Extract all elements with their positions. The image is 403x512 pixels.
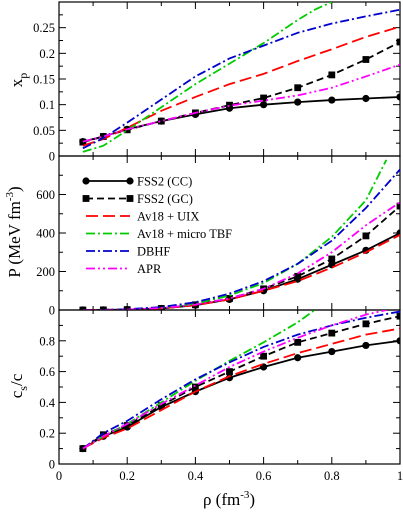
series-line-apr bbox=[82, 310, 387, 450]
y-axis-label-middle: P (MeV fm-3) bbox=[4, 186, 24, 277]
data-point-fss2_cc bbox=[294, 98, 302, 106]
y-tick-label: 0.1 bbox=[39, 98, 55, 112]
data-point-fss2_gc bbox=[396, 202, 400, 210]
series-line-av18_micro bbox=[82, 2, 333, 153]
y-axis-label-top: xp bbox=[7, 73, 30, 88]
data-point-fss2_gc bbox=[99, 133, 107, 140]
data-point-fss2_cc bbox=[362, 341, 370, 350]
legend-marker-fss2_cc bbox=[82, 177, 90, 185]
data-point-fss2_gc bbox=[99, 431, 107, 439]
x-tick-label: 0.8 bbox=[324, 469, 340, 483]
series-line-av18_micro bbox=[82, 310, 316, 450]
data-point-fss2_gc bbox=[123, 422, 131, 429]
data-point-fss2_gc bbox=[260, 94, 267, 102]
y-tick-label: 0.2 bbox=[39, 47, 55, 61]
y-axis-label-bottom: cs/c bbox=[7, 373, 30, 398]
data-point-fss2_gc bbox=[157, 402, 165, 409]
y-tick-label: 0.05 bbox=[33, 124, 55, 138]
data-point-fss2_cc bbox=[328, 347, 336, 356]
legend-label-fss2_cc: FSS2 (CC) bbox=[137, 175, 192, 189]
legend-label-fss2_gc: FSS2 (GC) bbox=[137, 192, 193, 206]
data-point-fss2_gc bbox=[328, 71, 336, 79]
legend-label-av18_uix: Av18 + UIX bbox=[137, 210, 199, 224]
data-point-fss2_gc bbox=[362, 56, 370, 63]
data-point-fss2_gc bbox=[99, 306, 107, 310]
panel-sound-speed: 0 0.2 0.4 0.6 0.8 0 0.2 0.4 0.6 0.8 1 cs/c ρ (fm-3… bbox=[7, 309, 403, 509]
legend-label-dbhf: DBHF bbox=[137, 245, 170, 259]
data-point-fss2_gc bbox=[396, 38, 400, 46]
data-point-fss2_gc bbox=[192, 383, 199, 391]
y-tick-label: 0 bbox=[49, 458, 55, 472]
data-point-fss2_gc bbox=[123, 306, 131, 310]
legend-marker-fss2_gc bbox=[82, 195, 90, 202]
series-line-av18_uix bbox=[82, 25, 400, 147]
data-point-fss2_gc bbox=[294, 84, 302, 92]
panel-pressure: 0 200 400 600 P (MeV fm-3) FSS2 (CC) FSS2 (G… bbox=[4, 155, 401, 318]
y-tick-label: 0.2 bbox=[39, 427, 55, 441]
data-point-fss2_cc bbox=[225, 374, 234, 382]
legend-marker-fss2_cc bbox=[126, 177, 134, 185]
y-tick-label: 0 bbox=[49, 304, 55, 318]
data-point-fss2_cc bbox=[396, 337, 400, 345]
legend-marker-fss2_gc bbox=[126, 195, 134, 202]
series-line-dbhf bbox=[82, 168, 400, 310]
panel-proton-fraction: 0 0.05 0.1 0.15 0.2 0.25 xp bbox=[7, 1, 401, 164]
series-line-dbhf bbox=[82, 8, 400, 150]
y-tick-label: 0 bbox=[49, 150, 55, 164]
y-tick-label: 400 bbox=[36, 227, 55, 241]
x-axis-label: ρ (fm-3) bbox=[203, 489, 255, 509]
series-line-av18_uix bbox=[82, 234, 400, 310]
y-tick-label: 0.25 bbox=[33, 21, 55, 35]
series-line-apr bbox=[82, 63, 400, 143]
series-layer-top bbox=[79, 2, 400, 153]
data-point-fss2_gc bbox=[79, 306, 87, 310]
data-point-fss2_gc bbox=[226, 295, 233, 302]
axis-ticks-bottom: 0 0.2 0.4 0.6 0.8 0 0.2 0.4 0.6 0.8 1 bbox=[39, 310, 403, 483]
x-tick-label: 0.2 bbox=[119, 469, 135, 483]
data-point-fss2_gc bbox=[328, 255, 336, 263]
data-point-fss2_gc bbox=[157, 117, 165, 125]
plot-frame-top bbox=[58, 1, 401, 157]
series-line-fss2_cc bbox=[82, 96, 400, 143]
x-tick-label: 0.4 bbox=[188, 469, 204, 483]
x-tick-label: 0.6 bbox=[256, 469, 272, 483]
x-tick-label: 0 bbox=[56, 469, 62, 483]
x-tick-label: 1 bbox=[397, 469, 403, 483]
series-layer-bottom bbox=[79, 310, 400, 453]
data-point-fss2_gc bbox=[226, 101, 233, 109]
y-tick-label: 0.8 bbox=[39, 334, 55, 348]
data-point-fss2_gc bbox=[260, 352, 267, 360]
data-point-fss2_gc bbox=[362, 232, 370, 240]
data-point-fss2_cc bbox=[260, 101, 268, 109]
legend: FSS2 (CC) FSS2 (GC) Av18 + UIX Av18 + micro… bbox=[82, 175, 232, 276]
data-point-fss2_gc bbox=[396, 312, 400, 320]
y-tick-label: 0.15 bbox=[33, 73, 55, 87]
data-point-fss2_gc bbox=[328, 329, 336, 337]
legend-label-av18_micro: Av18 + micro TBF bbox=[137, 227, 232, 241]
data-point-fss2_gc bbox=[294, 338, 302, 346]
y-tick-label: 0.4 bbox=[39, 396, 55, 410]
data-point-fss2_gc bbox=[226, 368, 233, 375]
legend-label-apr: APR bbox=[137, 262, 162, 276]
y-tick-label: 0.6 bbox=[39, 365, 55, 379]
plot-frame-bottom bbox=[58, 309, 401, 465]
data-point-fss2_gc bbox=[362, 320, 370, 328]
data-point-fss2_cc bbox=[294, 354, 302, 362]
data-point-fss2_cc bbox=[362, 94, 370, 103]
y-tick-label: 200 bbox=[36, 265, 55, 279]
series-line-fss2_cc bbox=[82, 232, 400, 310]
data-point-fss2_gc bbox=[294, 272, 302, 280]
y-tick-label: 600 bbox=[36, 188, 55, 202]
series-line-dbhf bbox=[82, 310, 400, 450]
data-point-fss2_cc bbox=[328, 96, 336, 104]
series-line-av18_uix bbox=[82, 327, 400, 450]
axis-ticks-middle: 0 200 400 600 bbox=[36, 156, 401, 318]
data-point-fss2_cc bbox=[396, 93, 400, 101]
data-point-fss2_gc bbox=[79, 138, 87, 146]
